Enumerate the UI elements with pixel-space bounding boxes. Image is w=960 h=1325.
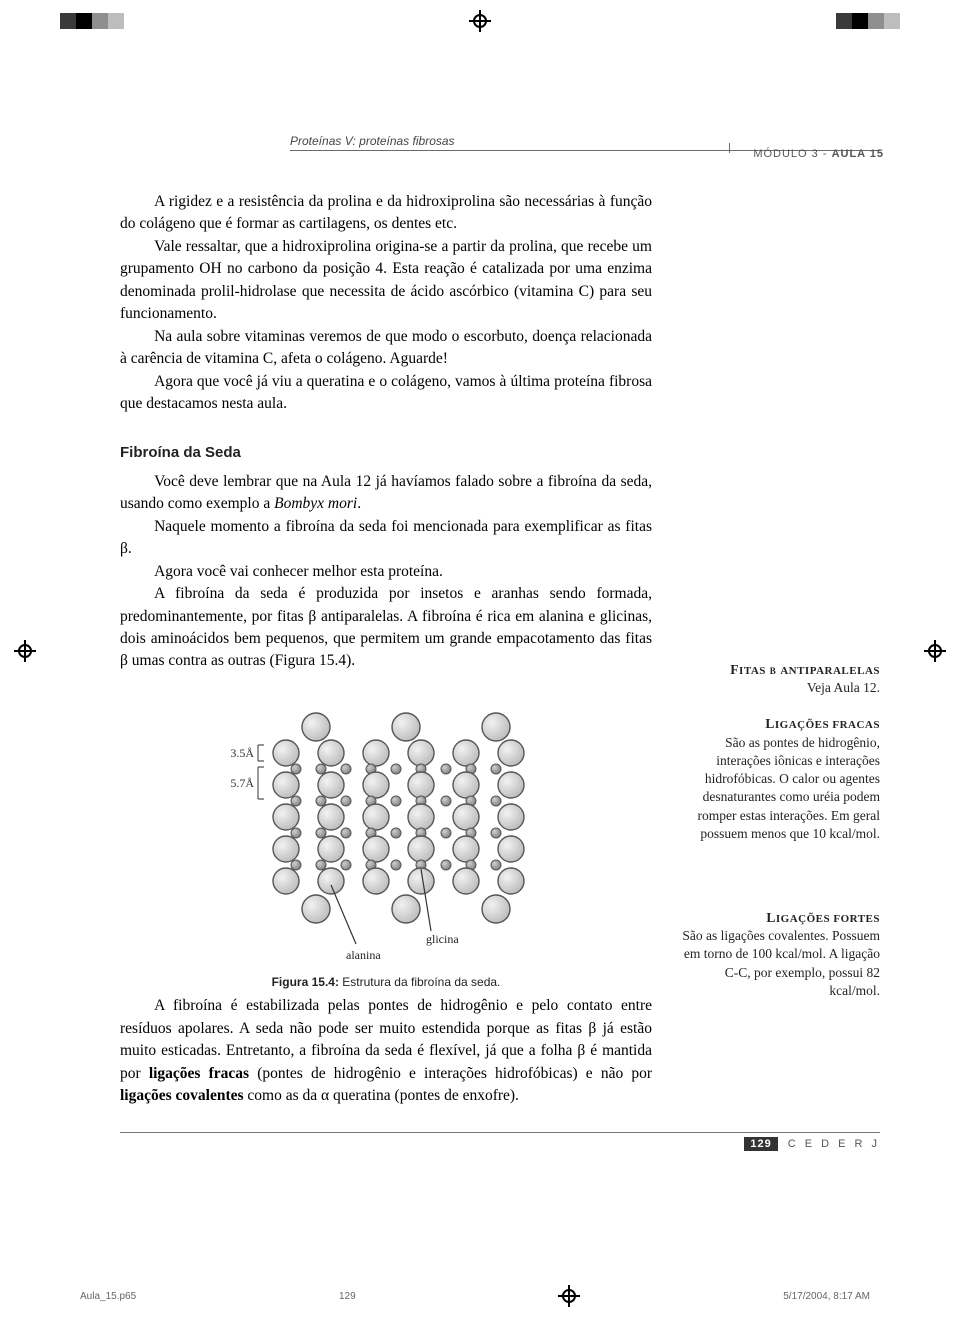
page-number-badge: 129 (744, 1137, 777, 1151)
figure-15-4: 3.5Å 5.7Å (120, 709, 652, 989)
running-head: Proteínas V: proteínas fibrosas MÓDULO 3… (120, 134, 880, 151)
registration-mark-bottom (558, 1285, 580, 1307)
body-text-block-1: A rigidez e a resistência da prolina e d… (120, 191, 652, 697)
running-head-title: Proteínas V: proteínas fibrosas (290, 134, 455, 148)
page-footer: 129 C E D E R J (120, 1137, 880, 1151)
sidenote-ligacoes-fortes: LIGAÇÕES FORTES São as ligações covalent… (680, 909, 880, 1000)
footer-rule (120, 1132, 880, 1133)
registration-mark-left (14, 640, 36, 662)
paragraph: Na aula sobre vitaminas veremos de que m… (120, 326, 652, 371)
section-heading: Fibroína da Seda (120, 444, 652, 461)
paragraph: Vale ressaltar, que a hidroxiprolina ori… (120, 236, 652, 326)
figure-caption: Figura 15.4: Estrutura da fibroína da se… (120, 975, 652, 989)
paragraph: A fibroína é estabilizada pelas pontes d… (120, 995, 652, 1107)
sidenote-ligacoes-fracas: LIGAÇÕES FRACAS São as pontes de hidrogê… (680, 715, 880, 843)
sidenote-title: FITAS β ANTIPARALELAS (680, 661, 880, 679)
sidebar-col-1: FITAS β ANTIPARALELAS Veja Aula 12. (680, 191, 880, 697)
sidenote-body: Veja Aula 12. (807, 680, 880, 695)
print-page: 129 (339, 1291, 356, 1302)
body-text-after-figure: A fibroína é estabilizada pelas pontes d… (120, 995, 652, 1107)
dim-label-1: 3.5Å (230, 746, 254, 760)
cmyk-swatches-right (836, 13, 900, 29)
running-head-module: MÓDULO 3 - AULA 15 (753, 148, 884, 160)
paragraph: Agora que você já viu a queratina e o co… (120, 371, 652, 416)
sidenote-title: LIGAÇÕES FORTES (680, 909, 880, 927)
fibroin-diagram-icon: 3.5Å 5.7Å (196, 709, 576, 969)
fig-label-alanina: alanina (346, 948, 381, 962)
print-slug-line: Aula_15.p65 129 5/17/2004, 8:17 AM (0, 1285, 960, 1307)
print-file-name: Aula_15.p65 (80, 1291, 136, 1302)
sidenote-body: São as pontes de hidrogênio, interações … (697, 735, 880, 841)
footer-brand: C E D E R J (788, 1138, 880, 1150)
sidenote-title: LIGAÇÕES FRACAS (680, 715, 880, 733)
sidebar-col-2: LIGAÇÕES FRACAS São as pontes de hidrogê… (680, 697, 880, 1107)
sidenote-fitas: FITAS β ANTIPARALELAS Veja Aula 12. (680, 661, 880, 697)
paragraph: A rigidez e a resistência da prolina e d… (120, 191, 652, 236)
registration-mark-right (924, 640, 946, 662)
paragraph: A fibroína da seda é produzida por inset… (120, 583, 652, 673)
print-registration-top (0, 0, 960, 34)
paragraph: Você deve lembrar que na Aula 12 já haví… (120, 471, 652, 516)
paragraph: Naquele momento a fibroína da seda foi m… (120, 516, 652, 561)
print-timestamp: 5/17/2004, 8:17 AM (783, 1291, 870, 1302)
sidenote-body: São as ligações covalentes. Possuem em t… (682, 928, 880, 998)
dim-label-2: 5.7Å (230, 776, 254, 790)
fig-label-glicina: glicina (426, 932, 459, 946)
registration-mark-icon (469, 10, 491, 32)
cmyk-swatches-left (60, 13, 124, 29)
paragraph: Agora você vai conhecer melhor esta prot… (120, 561, 652, 583)
